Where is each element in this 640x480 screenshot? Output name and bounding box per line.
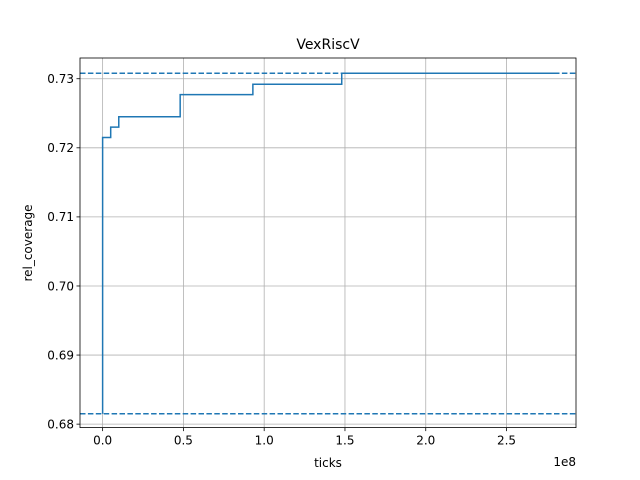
x-tick-label: 1.5	[335, 434, 354, 448]
y-axis-label: rel_coverage	[21, 204, 35, 281]
x-axis-ticks: 0.0 0.5 1.0 1.5 2.0 2.5	[93, 427, 516, 448]
x-tick-label: 2.5	[497, 434, 516, 448]
y-tick-label: 0.73	[47, 72, 74, 86]
y-tick-label: 0.69	[47, 348, 74, 362]
x-tick-label: 0.5	[174, 434, 193, 448]
y-tick-label: 0.70	[47, 279, 74, 293]
reference-lines	[80, 72, 576, 415]
x-tick-label: 0.0	[93, 434, 112, 448]
coverage-step-line	[101, 72, 555, 414]
x-axis-label: ticks	[314, 456, 342, 470]
x-axis-offset-label: 1e8	[553, 455, 576, 469]
chart-title: VexRiscV	[296, 37, 360, 53]
grid-layer	[80, 58, 576, 428]
y-axis-ticks: 0.68 0.69 0.70 0.71 0.72 0.73	[47, 72, 80, 431]
y-tick-label: 0.72	[47, 141, 74, 155]
y-tick-label: 0.71	[47, 210, 74, 224]
x-tick-label: 1.0	[255, 434, 274, 448]
x-tick-label: 2.0	[416, 434, 435, 448]
y-tick-label: 0.68	[47, 417, 74, 431]
plot-frame	[79, 57, 577, 429]
series-layer	[101, 72, 555, 414]
